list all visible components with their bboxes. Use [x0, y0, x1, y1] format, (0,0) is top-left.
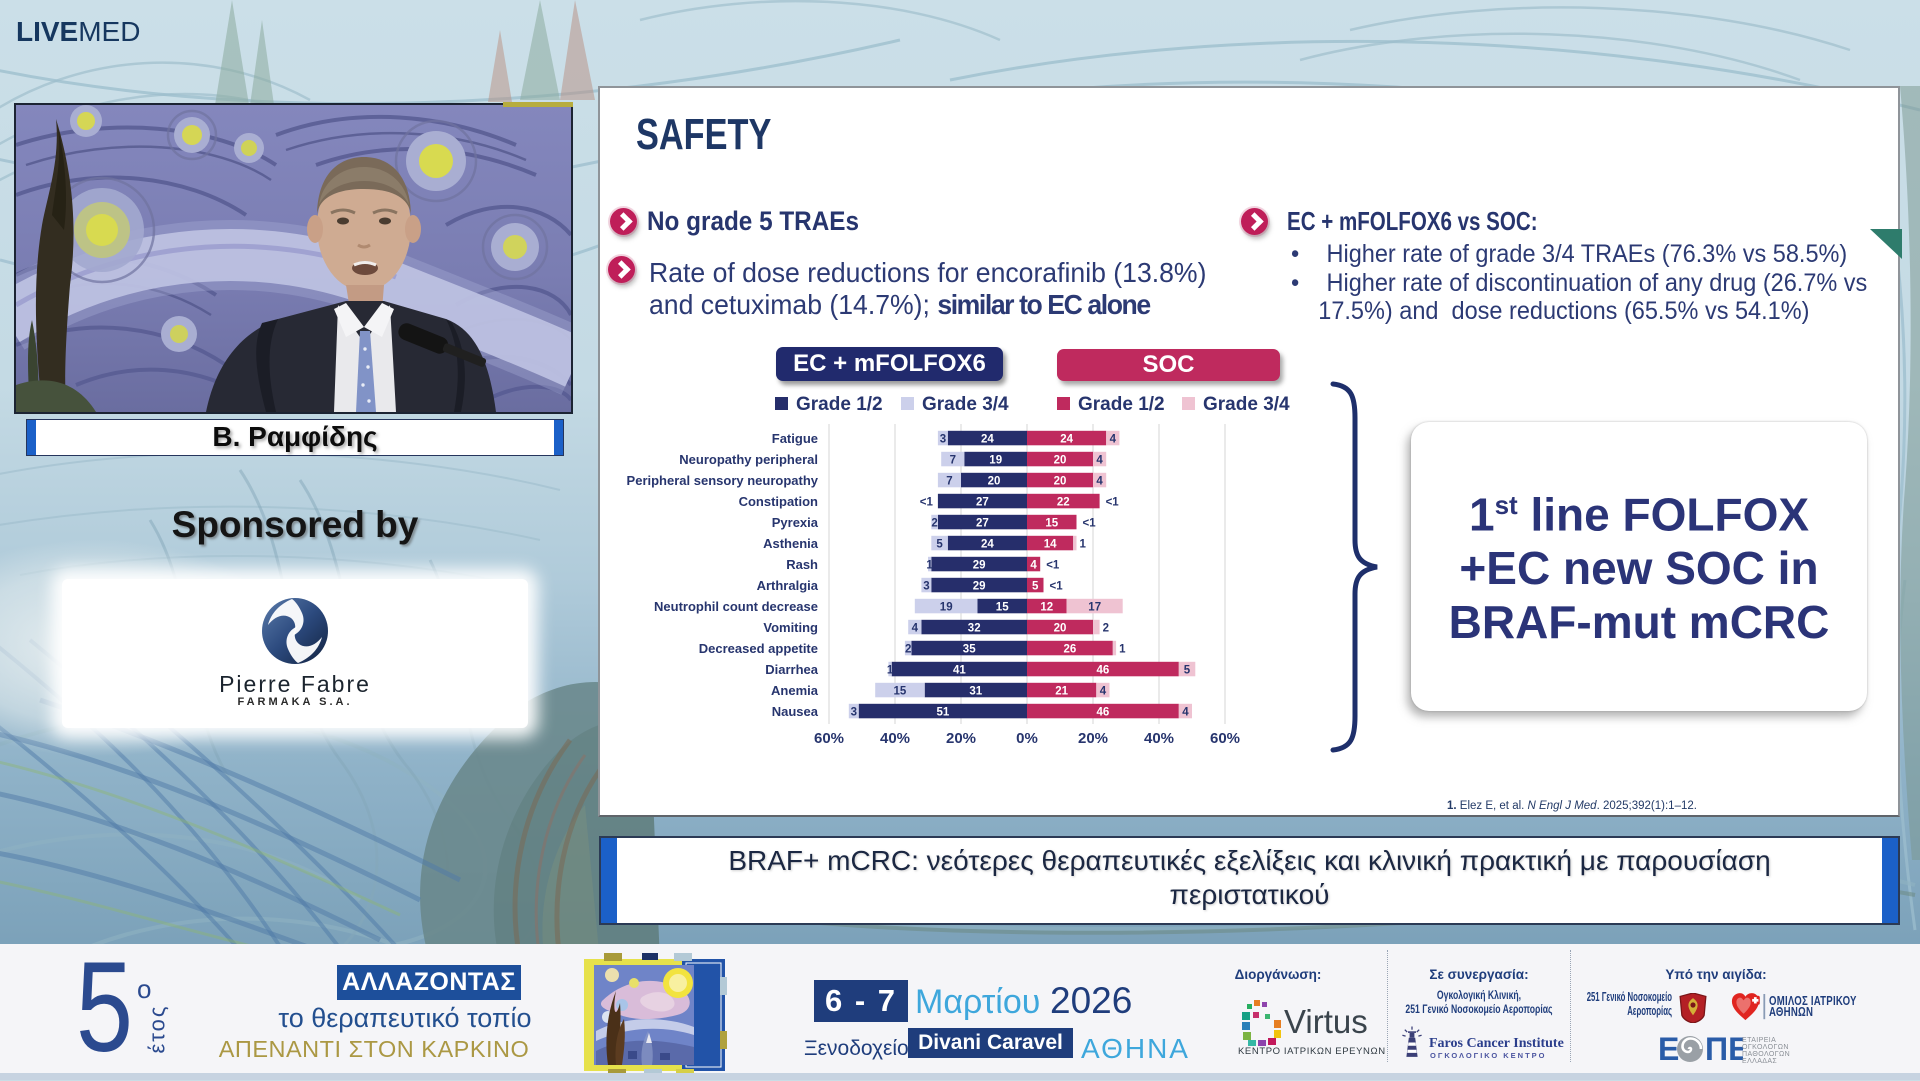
svg-text:4: 4	[912, 623, 919, 635]
svg-text:4: 4	[1110, 434, 1117, 446]
svg-text:5: 5	[936, 539, 943, 551]
svg-text:15: 15	[1045, 518, 1058, 530]
svg-text:<1: <1	[1046, 560, 1060, 572]
svg-text:1: 1	[887, 665, 894, 677]
svg-text:4: 4	[1100, 686, 1107, 698]
svg-text:21: 21	[1055, 686, 1068, 698]
svg-text:3: 3	[940, 434, 946, 446]
svg-text:Fatigue: Fatigue	[772, 431, 818, 446]
svg-text:20: 20	[988, 476, 1001, 488]
svg-text:Rash: Rash	[786, 557, 818, 572]
svg-text:22: 22	[1057, 497, 1070, 509]
svg-text:4: 4	[1096, 455, 1103, 467]
svg-text:Nausea: Nausea	[772, 704, 819, 719]
svg-text:46: 46	[1097, 707, 1110, 719]
svg-text:19: 19	[940, 602, 953, 614]
svg-text:1: 1	[926, 560, 933, 572]
svg-text:27: 27	[976, 518, 989, 530]
svg-text:31: 31	[969, 686, 982, 698]
svg-text:29: 29	[973, 581, 986, 593]
svg-text:4: 4	[1096, 476, 1103, 488]
svg-text:<1: <1	[920, 497, 934, 509]
svg-text:19: 19	[989, 455, 1002, 467]
svg-text:24: 24	[981, 434, 994, 446]
svg-text:27: 27	[976, 497, 989, 509]
svg-text:0%: 0%	[1016, 730, 1038, 747]
svg-text:2: 2	[905, 644, 911, 656]
svg-text:35: 35	[963, 644, 976, 656]
svg-text:60%: 60%	[1210, 730, 1240, 747]
svg-text:20%: 20%	[1078, 730, 1108, 747]
svg-text:<1: <1	[1050, 581, 1064, 593]
svg-text:24: 24	[1060, 434, 1073, 446]
svg-text:7: 7	[946, 476, 952, 488]
svg-text:32: 32	[968, 623, 981, 635]
svg-text:ΠΕ: ΠΕ	[1705, 1034, 1743, 1064]
svg-text:20: 20	[1054, 623, 1067, 635]
svg-text:20: 20	[1054, 455, 1067, 467]
svg-text:46: 46	[1097, 665, 1110, 677]
svg-text:7: 7	[950, 455, 956, 467]
svg-text:5: 5	[1032, 581, 1039, 593]
svg-text:24: 24	[981, 539, 994, 551]
svg-text:Peripheral sensory neuropathy: Peripheral sensory neuropathy	[627, 473, 819, 488]
svg-text:40%: 40%	[1144, 730, 1174, 747]
svg-text:4: 4	[1182, 707, 1189, 719]
svg-text:20%: 20%	[946, 730, 976, 747]
svg-text:Diarrhea: Diarrhea	[765, 662, 819, 677]
svg-text:4: 4	[1030, 560, 1037, 572]
svg-text:Asthenia: Asthenia	[763, 536, 819, 551]
svg-text:Neuropathy peripheral: Neuropathy peripheral	[679, 452, 818, 467]
svg-text:<1: <1	[1106, 497, 1120, 509]
svg-text:Neutrophil count decrease: Neutrophil count decrease	[654, 599, 818, 614]
svg-text:41: 41	[953, 665, 966, 677]
svg-text:2: 2	[1103, 623, 1109, 635]
svg-text:3: 3	[851, 707, 857, 719]
svg-text:3: 3	[923, 581, 929, 593]
svg-text:1: 1	[1080, 539, 1087, 551]
svg-text:Pyrexia: Pyrexia	[772, 515, 819, 530]
svg-text:2: 2	[931, 518, 937, 530]
svg-text:60%: 60%	[814, 730, 844, 747]
svg-text:15: 15	[996, 602, 1009, 614]
svg-text:51: 51	[937, 707, 950, 719]
svg-text:Anemia: Anemia	[771, 683, 819, 698]
svg-text:Decreased appetite: Decreased appetite	[699, 641, 818, 656]
svg-text:Arthralgia: Arthralgia	[757, 578, 819, 593]
svg-text:17: 17	[1088, 602, 1101, 614]
svg-text:20: 20	[1054, 476, 1067, 488]
svg-text:1: 1	[1119, 644, 1126, 656]
svg-text:26: 26	[1064, 644, 1077, 656]
svg-text:29: 29	[973, 560, 986, 572]
svg-text:Constipation: Constipation	[739, 494, 818, 509]
svg-text:Ε: Ε	[1658, 1034, 1679, 1064]
svg-text:14: 14	[1044, 539, 1057, 551]
svg-text:5: 5	[1184, 665, 1191, 677]
svg-text:40%: 40%	[880, 730, 910, 747]
svg-text:15: 15	[894, 686, 907, 698]
svg-text:Vomiting: Vomiting	[763, 620, 818, 635]
svg-text:<1: <1	[1083, 518, 1097, 530]
svg-text:12: 12	[1040, 602, 1053, 614]
